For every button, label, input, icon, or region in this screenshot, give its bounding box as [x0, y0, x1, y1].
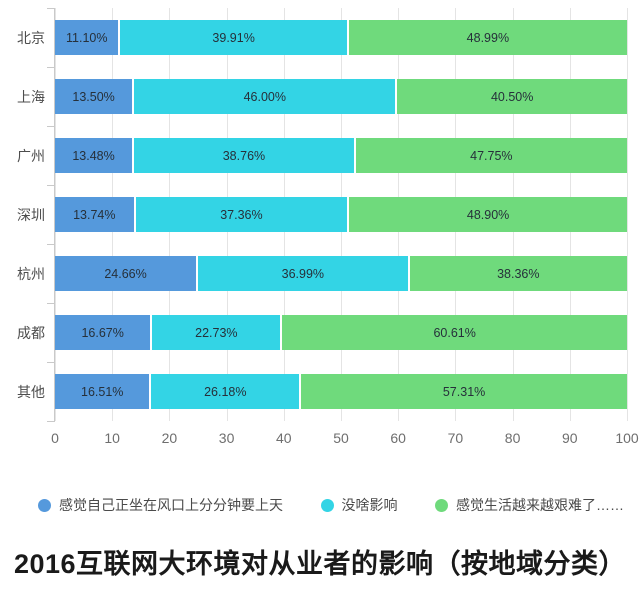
bar-row: 成都 16.67% 22.73% 60.61%: [17, 303, 628, 362]
bar-row: 上海 13.50% 46.00% 40.50%: [17, 67, 627, 126]
bar-value-label: 48.99%: [466, 30, 510, 45]
bar-value-label: 39.91%: [212, 30, 255, 45]
y-axis-tick: [47, 67, 55, 68]
category-label: 深圳: [17, 206, 45, 223]
y-axis-tick: [47, 362, 55, 363]
x-axis-tick-label: 10: [104, 430, 120, 446]
bar-row: 其他 16.51% 26.18% 57.31%: [17, 362, 627, 421]
bar-segment-series-1[interactable]: 13.50%: [55, 79, 133, 114]
category-label: 广州: [17, 147, 45, 164]
bar-track: 16.51% 26.18% 57.31%: [55, 374, 627, 409]
y-axis-line: [54, 8, 55, 421]
bar-segment-series-2[interactable]: 22.73%: [150, 315, 281, 350]
bar-value-label: 16.51%: [81, 384, 124, 399]
bar-value-label: 13.74%: [73, 207, 116, 222]
legend-item-series-2[interactable]: 没啥影响: [320, 495, 398, 515]
bar-segment-series-3[interactable]: 60.61%: [280, 315, 628, 350]
bar-value-label: 13.50%: [72, 89, 115, 104]
bar-segment-series-3[interactable]: 57.31%: [299, 374, 627, 409]
category-label: 杭州: [17, 265, 45, 282]
x-axis-tick-label: 50: [333, 430, 349, 446]
bar-value-label: 11.10%: [66, 30, 108, 45]
bar-row: 广州 13.48% 38.76% 47.75%: [17, 126, 627, 185]
bar-segment-series-1[interactable]: 16.67%: [55, 315, 151, 350]
bar-segment-series-3[interactable]: 40.50%: [395, 79, 627, 114]
bar-track: 13.48% 38.76% 47.75%: [55, 138, 627, 173]
bar-value-label: 60.61%: [433, 325, 476, 340]
chart-title: 2016互联网大环境对从业者的影响（按地域分类）: [13, 549, 627, 579]
bar-track: 16.67% 22.73% 60.61%: [55, 315, 628, 350]
y-axis-tick: [47, 421, 55, 422]
bar-value-label: 38.76%: [222, 148, 266, 163]
bar-segment-series-1[interactable]: 11.10%: [55, 20, 119, 55]
bar-segment-series-1[interactable]: 13.74%: [55, 197, 134, 232]
category-label: 其他: [17, 383, 45, 400]
bar-segment-series-2[interactable]: 46.00%: [132, 79, 396, 114]
bar-track: 13.74% 37.36% 48.90%: [55, 197, 627, 232]
y-axis-tick: [47, 303, 55, 304]
bar-value-label: 46.00%: [243, 89, 286, 104]
category-label: 上海: [17, 88, 45, 105]
bar-track: 13.50% 46.00% 40.50%: [55, 79, 627, 114]
bar-segment-series-3[interactable]: 47.75%: [353, 138, 627, 173]
bar-row: 深圳 13.74% 37.36% 48.90%: [17, 185, 627, 244]
bar-segment-series-2[interactable]: 36.99%: [196, 256, 408, 291]
bar-row: 杭州 24.66% 36.99% 38.36%: [17, 244, 627, 303]
x-axis-tick-label: 90: [562, 430, 578, 446]
bar-segment-series-1[interactable]: 13.48%: [55, 138, 133, 173]
bar-track: 11.10% 39.91% 48.99%: [55, 20, 627, 55]
legend-label: 感觉自己正坐在风口上分分钟要上天: [59, 497, 283, 513]
bar-value-label: 26.18%: [204, 384, 247, 399]
legend-dot-icon: [38, 498, 51, 512]
bar-segment-series-2[interactable]: 26.18%: [149, 374, 300, 409]
bar-segment-series-3[interactable]: 38.36%: [407, 256, 627, 291]
bar-value-label: 13.48%: [72, 148, 115, 163]
bar-value-label: 40.50%: [490, 89, 534, 104]
x-axis-tick-label: 60: [390, 430, 406, 446]
legend-dot-icon: [435, 498, 448, 512]
x-axis-tick-label: 80: [504, 430, 521, 446]
category-label: 成都: [17, 324, 45, 341]
legend-label: 感觉生活越来越艰难了……: [456, 497, 624, 513]
chart-page: 北京 11.10% 39.91% 48.99% 上海 13.50% 46.00% 40.50%…: [0, 8, 640, 610]
bar-rows: 北京 11.10% 39.91% 48.99% 上海 13.50% 46.00% 40.50%…: [17, 8, 628, 421]
bar-value-label: 48.90%: [466, 207, 510, 222]
bar-segment-series-1[interactable]: 24.66%: [55, 256, 197, 291]
y-axis-tick: [47, 8, 55, 9]
bar-segment-series-3[interactable]: 48.90%: [347, 197, 627, 232]
bar-value-label: 38.36%: [497, 266, 540, 281]
bar-segment-series-1[interactable]: 16.51%: [55, 374, 150, 409]
legend: 感觉自己正坐在风口上分分钟要上天 没啥影响 感觉生活越来越艰难了……: [0, 495, 640, 515]
category-label: 北京: [17, 29, 45, 46]
x-axis-tick-label: 30: [218, 430, 235, 446]
legend-dot-icon: [320, 498, 334, 512]
x-axis-tick-label: 100: [615, 430, 639, 446]
bar-value-label: 16.67%: [81, 325, 124, 340]
legend-item-series-1[interactable]: 感觉自己正坐在风口上分分钟要上天: [38, 495, 283, 515]
bar-track: 24.66% 36.99% 38.36%: [55, 256, 627, 291]
y-axis-tick: [47, 185, 55, 186]
bar-value-label: 47.75%: [470, 148, 513, 163]
bar-value-label: 37.36%: [220, 207, 263, 222]
x-axis-tick-label: 0: [51, 430, 59, 446]
bar-segment-series-2[interactable]: 37.36%: [133, 197, 348, 232]
bar-value-label: 22.73%: [195, 325, 238, 340]
x-axis-tick-labels: 0 10 20 30 40 50 60 70 80 90 100: [51, 421, 639, 455]
legend-label: 没啥影响: [341, 497, 398, 513]
x-axis-tick-label: 20: [161, 430, 178, 446]
plot-area: 北京 11.10% 39.91% 48.99% 上海 13.50% 46.00% 40.50%…: [17, 8, 628, 422]
x-axis-tick-label: 70: [447, 430, 464, 446]
bar-value-label: 36.99%: [281, 266, 325, 281]
bar-row: 北京 11.10% 39.91% 48.99%: [17, 8, 627, 67]
y-axis-tick: [47, 126, 55, 127]
x-axis-tick-label: 40: [276, 430, 292, 446]
bar-value-label: 24.66%: [104, 266, 147, 281]
bar-segment-series-2[interactable]: 39.91%: [118, 20, 347, 55]
legend-item-series-3[interactable]: 感觉生活越来越艰难了……: [435, 495, 624, 515]
gridline: [627, 8, 628, 421]
bar-value-label: 57.31%: [442, 384, 486, 399]
y-axis-tick: [47, 244, 55, 245]
bar-segment-series-2[interactable]: 38.76%: [132, 138, 354, 173]
bar-segment-series-3[interactable]: 48.99%: [346, 20, 627, 55]
